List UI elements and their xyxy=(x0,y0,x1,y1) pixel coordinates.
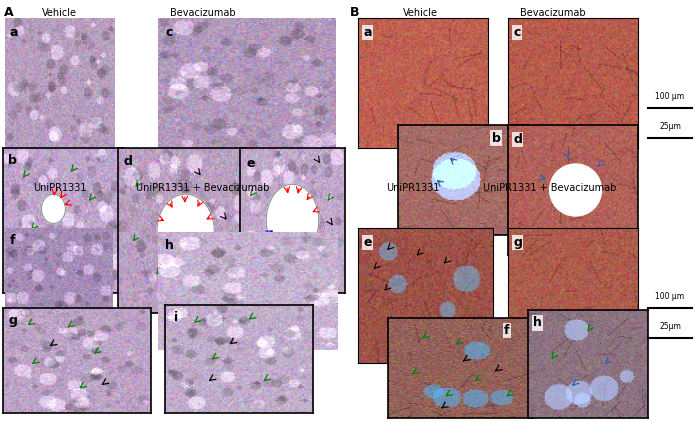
Text: Bevacizumab: Bevacizumab xyxy=(520,8,586,18)
Text: g: g xyxy=(513,236,522,249)
Text: Vehicle: Vehicle xyxy=(402,8,438,18)
Text: B: B xyxy=(350,6,360,19)
Circle shape xyxy=(550,164,601,216)
Circle shape xyxy=(266,184,318,257)
Text: a: a xyxy=(363,26,372,39)
Text: i: i xyxy=(174,311,178,325)
Text: f: f xyxy=(504,324,510,337)
Text: h: h xyxy=(165,239,174,252)
Text: e: e xyxy=(363,236,372,249)
Text: 100 µm: 100 µm xyxy=(655,92,685,100)
Text: UniPR1331: UniPR1331 xyxy=(386,183,440,193)
Text: UniPR1331 + Bevacizumab: UniPR1331 + Bevacizumab xyxy=(136,183,270,193)
Text: f: f xyxy=(9,234,15,247)
Text: b: b xyxy=(491,132,500,145)
Text: UniPR1331: UniPR1331 xyxy=(33,183,86,193)
Text: UniPR1331 + Bevacizumab: UniPR1331 + Bevacizumab xyxy=(483,183,616,193)
Text: 25µm: 25µm xyxy=(659,322,681,331)
Text: c: c xyxy=(513,26,521,39)
Text: b: b xyxy=(8,154,17,167)
Text: c: c xyxy=(165,26,172,39)
Text: e: e xyxy=(246,157,255,170)
Text: 25µm: 25µm xyxy=(659,122,681,131)
Text: Bevacizumab: Bevacizumab xyxy=(170,8,236,18)
Text: Vehicle: Vehicle xyxy=(42,8,77,18)
Text: d: d xyxy=(123,154,132,168)
Text: a: a xyxy=(9,26,18,39)
Text: g: g xyxy=(9,314,18,327)
Circle shape xyxy=(41,195,65,223)
Text: A: A xyxy=(4,6,13,19)
Text: 100 µm: 100 µm xyxy=(655,292,685,300)
Text: h: h xyxy=(533,316,542,330)
Text: d: d xyxy=(513,133,522,146)
Circle shape xyxy=(157,194,214,267)
